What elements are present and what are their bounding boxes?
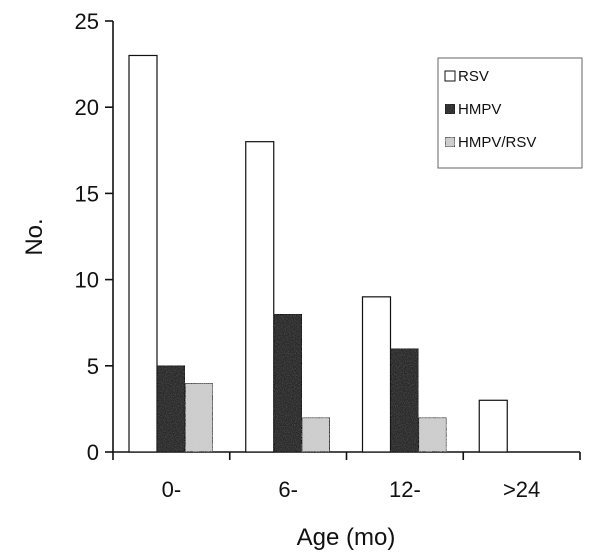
bar-hmpv-2 xyxy=(389,347,420,453)
legend-swatch-hmpv-rsv xyxy=(444,136,456,148)
bar-rsv-2 xyxy=(361,296,392,453)
legend-box xyxy=(437,57,583,169)
x-axis-ticks: 0- 6- 12- >24 xyxy=(112,452,581,502)
y-axis-title: No. xyxy=(21,218,48,255)
y-tick-label: 25 xyxy=(75,9,99,34)
legend-swatch-rsv xyxy=(444,70,456,82)
x-tick-label: 12- xyxy=(389,477,421,502)
legend-swatch-hmpv xyxy=(444,103,456,115)
y-tick-label: 5 xyxy=(87,354,99,379)
x-tick-label: 0- xyxy=(162,477,182,502)
y-tick-label: 0 xyxy=(87,440,99,465)
legend-label: RSV xyxy=(458,68,489,85)
y-axis-ticks: 0 5 10 15 20 25 xyxy=(75,9,113,465)
bar-hmpv-0 xyxy=(156,365,186,453)
x-tick-label: >24 xyxy=(503,477,540,502)
y-tick-label: 15 xyxy=(75,181,99,206)
bar-rsv-3 xyxy=(478,399,508,453)
legend-label: HMPV/RSV xyxy=(458,134,536,151)
bars xyxy=(128,54,508,453)
legend-items: RSV HMPV HMPV/RSV xyxy=(444,68,536,151)
x-tick-label: 6- xyxy=(278,477,298,502)
bar-hmpv-rsv-2 xyxy=(417,416,448,453)
bar-hmpv-rsv-0 xyxy=(184,382,214,453)
x-axis-title: Age (mo) xyxy=(297,524,396,551)
bar-rsv-0 xyxy=(128,54,158,453)
y-tick-label: 10 xyxy=(75,268,99,293)
y-tick-label: 20 xyxy=(75,95,99,120)
legend-label: HMPV xyxy=(458,101,501,118)
bar-rsv-1 xyxy=(245,141,275,453)
bar-hmpv-rsv-1 xyxy=(301,416,331,453)
bar-hmpv-1 xyxy=(273,313,303,453)
legend: RSV HMPV HMPV/RSV xyxy=(437,57,583,169)
